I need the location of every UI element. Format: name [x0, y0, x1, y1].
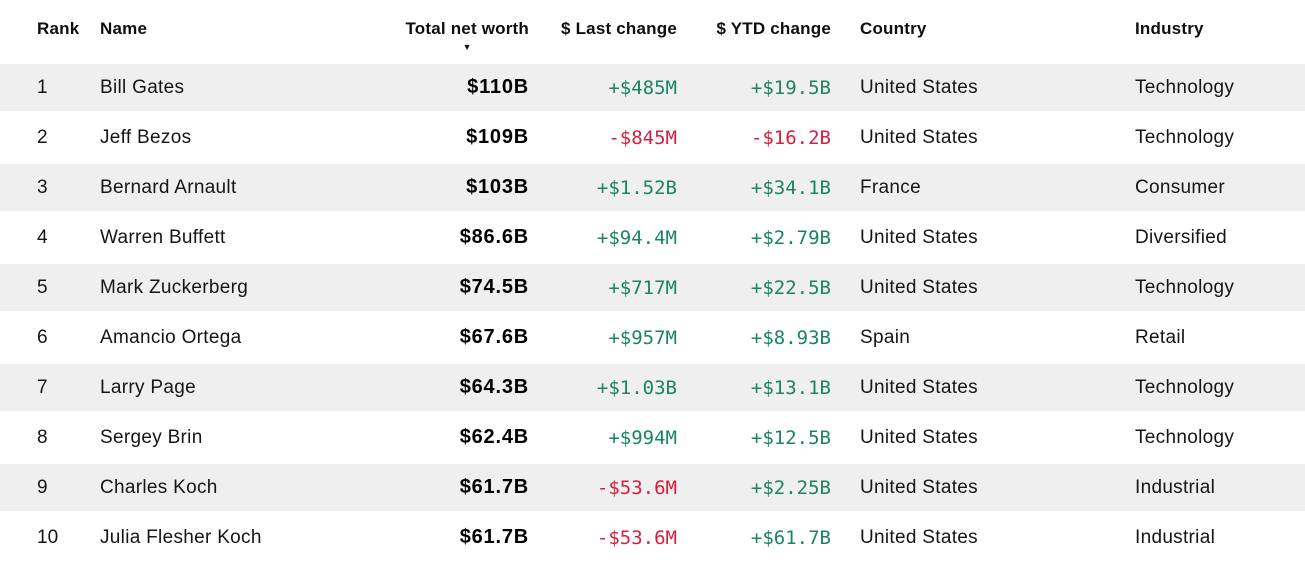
- table-row[interactable]: 6 Amancio Ortega $67.6B +$957M +$8.93B S…: [0, 314, 1305, 364]
- rank-cell: 2: [37, 126, 48, 148]
- table-row[interactable]: 8 Sergey Brin $62.4B +$994M +$12.5B Unit…: [0, 414, 1305, 464]
- country-cell: United States: [860, 126, 978, 148]
- last-change-cell: +$1.03B: [596, 376, 677, 399]
- last-change-cell: -$53.6M: [596, 526, 677, 549]
- industry-cell: Retail: [1135, 326, 1186, 348]
- column-header-rank[interactable]: Rank: [37, 19, 80, 38]
- name-cell: Charles Koch: [100, 476, 218, 498]
- rank-cell: 9: [37, 476, 48, 498]
- industry-cell: Industrial: [1135, 476, 1216, 498]
- industry-cell: Technology: [1135, 126, 1235, 148]
- name-cell: Warren Buffett: [100, 226, 226, 248]
- last-change-cell: -$845M: [608, 126, 677, 149]
- ytd-change-cell: +$2.25B: [750, 476, 831, 499]
- last-change-cell: +$994M: [608, 426, 677, 449]
- ytd-change-cell: +$13.1B: [750, 376, 831, 399]
- table-row[interactable]: 7 Larry Page $64.3B +$1.03B +$13.1B Unit…: [0, 364, 1305, 414]
- table-row[interactable]: 2 Jeff Bezos $109B -$845M -$16.2B United…: [0, 114, 1305, 164]
- name-cell: Bill Gates: [100, 76, 185, 98]
- last-change-cell: +$1.52B: [596, 176, 677, 199]
- rank-cell: 1: [37, 76, 48, 98]
- table-row[interactable]: 4 Warren Buffett $86.6B +$94.4M +$2.79B …: [0, 214, 1305, 264]
- rank-cell: 5: [37, 276, 48, 298]
- name-cell: Sergey Brin: [100, 426, 203, 448]
- name-cell: Julia Flesher Koch: [100, 526, 262, 548]
- country-cell: United States: [860, 426, 978, 448]
- country-cell: France: [860, 176, 921, 198]
- name-cell: Bernard Arnault: [100, 176, 237, 198]
- country-cell: United States: [860, 476, 978, 498]
- rank-cell: 6: [37, 326, 48, 348]
- industry-cell: Technology: [1135, 276, 1235, 298]
- column-header-name[interactable]: Name: [100, 19, 148, 38]
- name-cell: Larry Page: [100, 376, 196, 398]
- country-cell: United States: [860, 526, 978, 548]
- industry-cell: Consumer: [1135, 176, 1226, 198]
- ytd-change-cell: +$8.93B: [750, 326, 831, 349]
- country-cell: United States: [860, 226, 978, 248]
- column-header-net-worth[interactable]: Total net worth ▼: [400, 19, 529, 52]
- net-worth-cell: $67.6B: [459, 326, 529, 348]
- rank-cell: 8: [37, 426, 48, 448]
- ytd-change-cell: +$2.79B: [750, 226, 831, 249]
- last-change-cell: +$717M: [608, 276, 677, 299]
- name-cell: Jeff Bezos: [100, 126, 192, 148]
- table-row[interactable]: 10 Julia Flesher Koch $61.7B -$53.6M +$6…: [0, 514, 1305, 564]
- table-row[interactable]: 9 Charles Koch $61.7B -$53.6M +$2.25B Un…: [0, 464, 1305, 514]
- industry-cell: Industrial: [1135, 526, 1216, 548]
- net-worth-cell: $86.6B: [459, 226, 529, 248]
- last-change-cell: +$485M: [608, 76, 677, 99]
- table-row[interactable]: 1 Bill Gates $110B +$485M +$19.5B United…: [0, 64, 1305, 114]
- last-change-cell: +$957M: [608, 326, 677, 349]
- column-header-last-change[interactable]: $ Last change: [561, 19, 677, 38]
- net-worth-cell: $62.4B: [459, 426, 529, 448]
- column-header-industry[interactable]: Industry: [1135, 19, 1204, 38]
- column-header-ytd-change[interactable]: $ YTD change: [716, 19, 831, 38]
- last-change-cell: +$94.4M: [596, 226, 677, 249]
- last-change-cell: -$53.6M: [596, 476, 677, 499]
- country-cell: United States: [860, 76, 978, 98]
- net-worth-cell: $64.3B: [459, 376, 529, 398]
- rank-cell: 10: [37, 526, 59, 548]
- ytd-change-cell: -$16.2B: [750, 126, 831, 149]
- ytd-change-cell: +$61.7B: [750, 526, 831, 549]
- name-cell: Mark Zuckerberg: [100, 276, 249, 298]
- column-header-net-worth-label: Total net worth: [405, 19, 529, 38]
- column-header-country[interactable]: Country: [860, 19, 927, 38]
- sort-descending-icon: ▼: [462, 42, 472, 52]
- industry-cell: Diversified: [1135, 226, 1227, 248]
- country-cell: United States: [860, 276, 978, 298]
- ytd-change-cell: +$19.5B: [750, 76, 831, 99]
- name-cell: Amancio Ortega: [100, 326, 242, 348]
- net-worth-cell: $61.7B: [459, 476, 529, 498]
- industry-cell: Technology: [1135, 76, 1235, 98]
- net-worth-cell: $61.7B: [459, 526, 529, 548]
- net-worth-cell: $74.5B: [459, 276, 529, 298]
- country-cell: Spain: [860, 326, 911, 348]
- rank-cell: 3: [37, 176, 48, 198]
- country-cell: United States: [860, 376, 978, 398]
- table-row[interactable]: 3 Bernard Arnault $103B +$1.52B +$34.1B …: [0, 164, 1305, 214]
- net-worth-cell: $109B: [466, 126, 529, 148]
- net-worth-cell: $103B: [466, 176, 529, 198]
- rank-cell: 4: [37, 226, 48, 248]
- net-worth-cell: $110B: [467, 76, 529, 98]
- ytd-change-cell: +$22.5B: [750, 276, 831, 299]
- industry-cell: Technology: [1135, 426, 1235, 448]
- industry-cell: Technology: [1135, 376, 1235, 398]
- ytd-change-cell: +$34.1B: [750, 176, 831, 199]
- table-header-row: Rank Name Total net worth ▼ $ Last chang…: [0, 0, 1305, 64]
- table-row[interactable]: 5 Mark Zuckerberg $74.5B +$717M +$22.5B …: [0, 264, 1305, 314]
- ytd-change-cell: +$12.5B: [750, 426, 831, 449]
- rank-cell: 7: [37, 376, 48, 398]
